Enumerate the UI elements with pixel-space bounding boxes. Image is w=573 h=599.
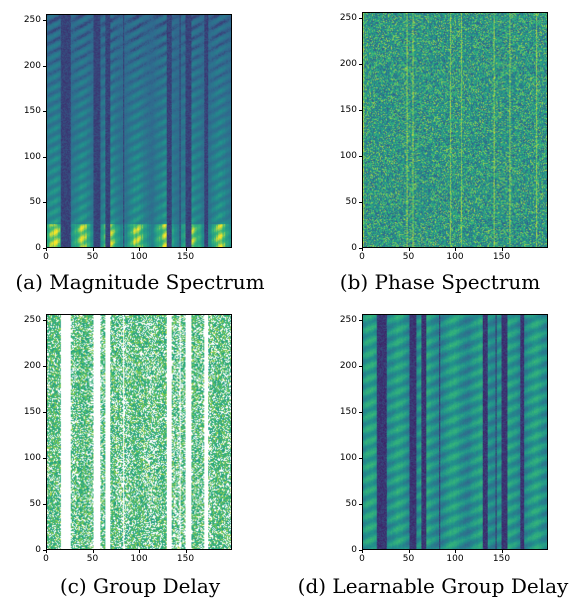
y-tick-mark: [43, 504, 46, 506]
x-tick-mark: [501, 550, 503, 553]
y-tick-label: 0: [35, 243, 41, 253]
y-tick-mark: [359, 320, 362, 322]
y-tick-mark: [43, 202, 46, 204]
y-tick-mark: [43, 156, 46, 158]
x-tick-label: 100: [446, 252, 464, 262]
magnitude-spectrum-canvas: [47, 15, 231, 247]
x-tick-mark: [455, 248, 456, 251]
y-tick-label: 250: [23, 315, 41, 326]
y-tick-label: 50: [345, 197, 357, 208]
y-tick-label: 0: [351, 243, 357, 253]
y-tick-label: 150: [23, 407, 41, 418]
caption-d: (d) Learnable Group Delay: [297, 574, 569, 598]
y-tick-label: 250: [23, 15, 41, 26]
x-tick-label: 150: [176, 252, 195, 262]
y-tick-mark: [43, 65, 46, 67]
y-tick-label: 200: [23, 361, 41, 372]
y-tick-mark: [43, 20, 46, 22]
y-tick-label: 250: [339, 13, 357, 24]
learnable-group-delay-canvas: [363, 315, 547, 549]
y-tick-label: 50: [29, 197, 41, 208]
caption-c: (c) Group Delay: [59, 574, 221, 598]
y-tick-mark: [359, 412, 362, 414]
x-tick-mark: [139, 550, 140, 553]
x-tick-label: 50: [86, 554, 99, 564]
x-tick-mark: [185, 550, 187, 553]
x-tick-label: 100: [446, 554, 464, 564]
x-tick-mark: [185, 248, 187, 251]
x-tick-label: 50: [402, 554, 415, 564]
x-tick-label: 0: [359, 554, 365, 564]
x-tick-mark: [92, 550, 94, 553]
y-tick-mark: [359, 110, 362, 112]
x-tick-mark: [362, 248, 363, 251]
y-tick-mark: [359, 18, 362, 20]
y-tick-label: 0: [35, 545, 41, 555]
y-tick-label: 200: [23, 60, 41, 71]
x-tick-mark: [139, 248, 140, 251]
caption-b: (b) Phase Spectrum: [339, 270, 541, 294]
y-tick-mark: [43, 550, 46, 551]
y-tick-mark: [359, 202, 362, 204]
y-tick-label: 200: [339, 361, 357, 372]
y-tick-label: 100: [23, 151, 41, 162]
y-tick-mark: [43, 366, 46, 368]
x-tick-label: 0: [359, 252, 365, 262]
y-tick-label: 150: [339, 407, 357, 418]
x-tick-label: 50: [86, 252, 99, 262]
x-tick-label: 150: [176, 554, 195, 564]
y-tick-label: 50: [29, 499, 41, 510]
y-tick-mark: [43, 248, 46, 249]
y-tick-mark: [359, 550, 362, 551]
y-tick-mark: [359, 156, 362, 158]
x-tick-mark: [362, 550, 363, 553]
x-tick-label: 0: [43, 252, 49, 262]
y-tick-mark: [359, 248, 362, 249]
y-tick-label: 50: [345, 499, 357, 510]
y-tick-mark: [359, 64, 362, 66]
y-tick-mark: [43, 458, 46, 460]
y-tick-mark: [43, 412, 46, 414]
x-tick-label: 100: [130, 554, 148, 564]
x-tick-label: 0: [43, 554, 49, 564]
y-tick-label: 150: [23, 106, 41, 117]
x-tick-mark: [92, 248, 94, 251]
phase-spectrum-canvas: [363, 13, 547, 247]
y-tick-label: 100: [339, 151, 357, 162]
phase-spectrum-heatmap: [362, 12, 548, 248]
x-tick-mark: [408, 248, 410, 251]
x-tick-mark: [501, 248, 503, 251]
y-tick-label: 250: [339, 315, 357, 326]
x-tick-label: 150: [492, 554, 511, 564]
y-tick-label: 0: [351, 545, 357, 555]
y-tick-label: 150: [339, 105, 357, 116]
y-tick-label: 100: [339, 453, 357, 464]
x-tick-mark: [408, 550, 410, 553]
group-delay-canvas: [47, 315, 231, 549]
y-tick-mark: [359, 504, 362, 506]
magnitude-spectrum-heatmap: [46, 14, 232, 248]
x-tick-mark: [46, 248, 47, 251]
y-tick-mark: [43, 111, 46, 113]
y-tick-mark: [359, 366, 362, 368]
x-tick-label: 100: [130, 252, 148, 262]
caption-a: (a) Magnitude Spectrum: [15, 270, 265, 294]
y-tick-mark: [359, 458, 362, 460]
group-delay-heatmap: [46, 314, 232, 550]
y-tick-label: 200: [339, 59, 357, 70]
y-tick-mark: [43, 320, 46, 322]
x-tick-mark: [455, 550, 456, 553]
learnable-group-delay-heatmap: [362, 314, 548, 550]
x-tick-mark: [46, 550, 47, 553]
y-tick-label: 100: [23, 453, 41, 464]
x-tick-label: 150: [492, 252, 511, 262]
x-tick-label: 50: [402, 252, 415, 262]
